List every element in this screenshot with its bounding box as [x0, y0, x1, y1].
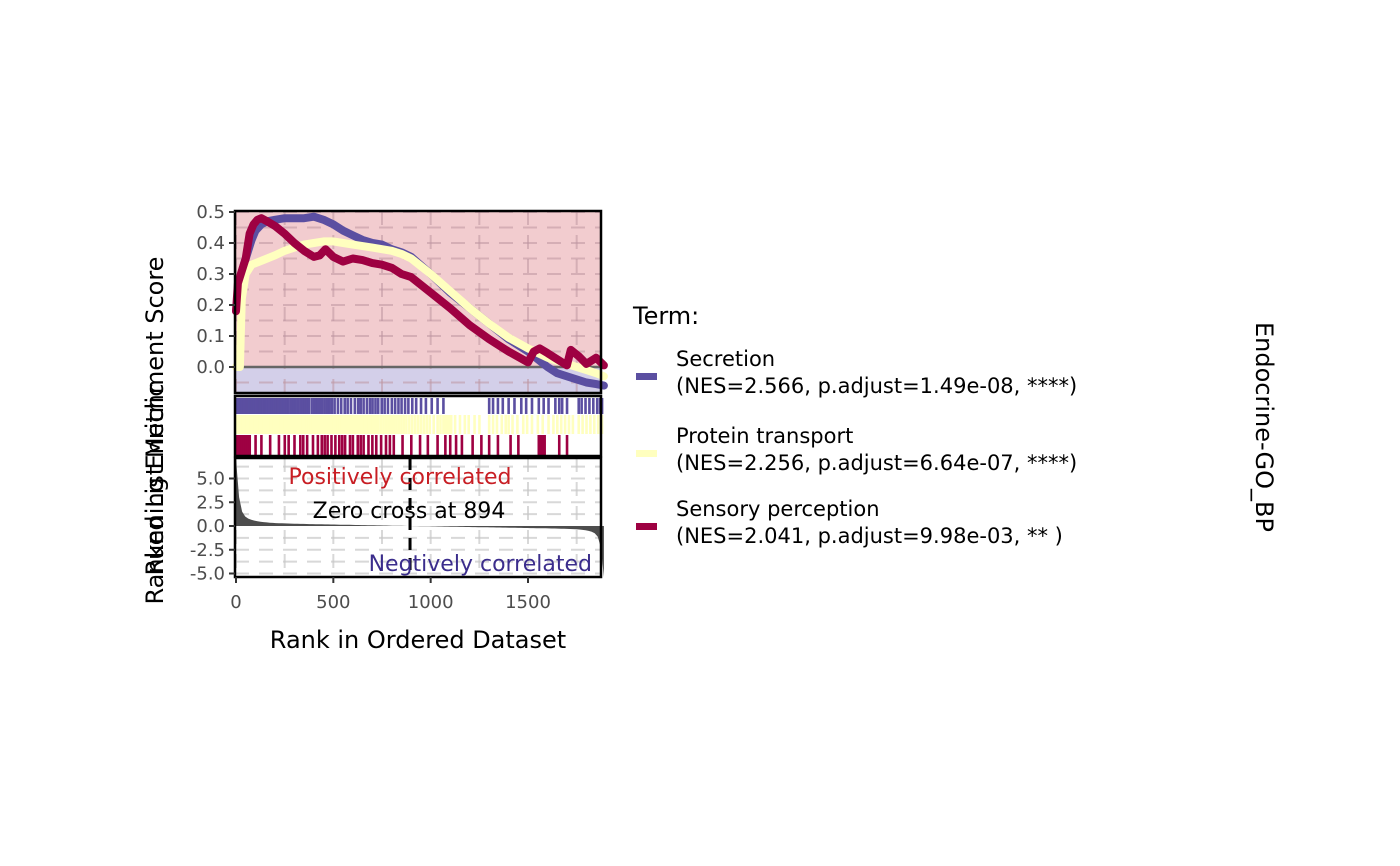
x-tick-label: 1500 [505, 592, 551, 613]
es-y-tick-label: 0.2 [196, 295, 225, 316]
legend-title: Term: [632, 302, 699, 330]
y-axis-title-es: Running Enrichment Score [141, 257, 169, 576]
negatively-correlated-label: Negtively correlated [369, 552, 592, 577]
y-axis-title-ranked: Ranked List Metric [141, 384, 169, 605]
x-tick-label: 1000 [408, 592, 454, 613]
facet-strip-label: Endocrine-GO_BP [1250, 322, 1278, 532]
gene-hit-barcode-panel [233, 394, 604, 458]
legend-term-name: Protein transport [676, 424, 853, 448]
hit-row-secretion [235, 398, 604, 414]
hit-row-protein-transport [234, 415, 604, 434]
es-y-tick-label: 0.3 [196, 264, 225, 285]
ranked-y-tick-label: 0.0 [196, 516, 225, 537]
legend-term-stats: (NES=2.566, p.adjust=1.49e-08, ****) [676, 374, 1077, 398]
ranked-y-tick-label: -2.5 [190, 540, 225, 561]
ranked-metric-panel: Positively correlated Zero cross at 894 Ne… [190, 456, 604, 585]
zero-cross-label: Zero cross at 894 [313, 499, 506, 524]
legend-swatch [636, 450, 657, 457]
x-tick-label: 0 [230, 592, 241, 613]
ranked-y-tick-label: 2.5 [196, 492, 225, 513]
legend-swatch [636, 373, 657, 380]
legend-term-name: Sensory perception [676, 497, 880, 521]
positively-correlated-label: Positively correlated [289, 465, 512, 490]
es-curve-sensory-perception [232, 214, 608, 370]
legend: Term: Secretion (NES=2.566, p.adjust=1.49… [632, 302, 1077, 548]
x-axis: 0 500 1000 1500 [230, 577, 551, 613]
legend-swatch [636, 523, 657, 530]
x-axis-title: Rank in Ordered Dataset [270, 626, 566, 654]
es-y-tick-label: 0.1 [196, 326, 225, 347]
ranked-y-tick-label: -5.0 [190, 564, 225, 585]
es-curve-secretion [232, 212, 608, 390]
es-y-tick-label: 0.5 [196, 202, 225, 223]
ranked-y-tick-label: 5.0 [196, 469, 225, 490]
legend-item-sensory-perception: Sensory perception (NES=2.041, p.adjust=9… [636, 497, 1063, 548]
legend-item-secretion: Secretion (NES=2.566, p.adjust=1.49e-08, … [636, 347, 1077, 398]
legend-item-protein-transport: Protein transport (NES=2.256, p.adjust=6.… [636, 424, 1077, 475]
x-tick-label: 500 [316, 592, 350, 613]
legend-term-stats: (NES=2.256, p.adjust=6.64e-07, ****) [676, 451, 1077, 475]
running-score-panel: 0.0 0.1 0.2 0.3 0.4 0.5 [196, 202, 608, 395]
es-y-tick-label: 0.0 [196, 357, 225, 378]
legend-term-name: Secretion [676, 347, 775, 371]
hit-row-sensory-perception [235, 435, 569, 455]
legend-term-stats: (NES=2.041, p.adjust=9.98e-03, ** ) [676, 524, 1063, 548]
es-y-tick-label: 0.4 [196, 233, 225, 254]
